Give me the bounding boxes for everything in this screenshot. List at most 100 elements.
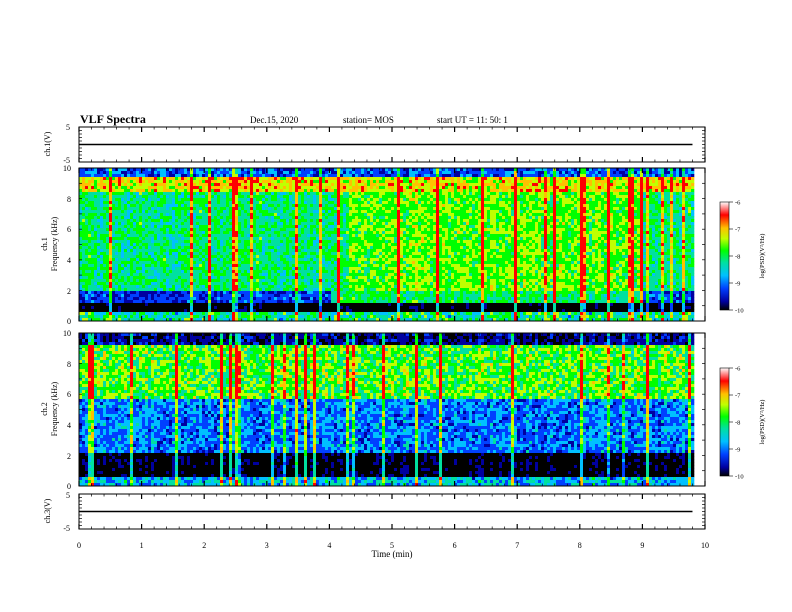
spectrogram-cell bbox=[277, 300, 281, 304]
spectrogram-cell bbox=[295, 285, 299, 289]
spectrogram-cell bbox=[283, 252, 287, 256]
spectrogram-cell bbox=[343, 174, 347, 178]
spectrogram-cell bbox=[232, 180, 236, 184]
spectrogram-cell bbox=[268, 210, 272, 214]
spectrogram-cell bbox=[112, 264, 116, 268]
spectrogram-cell bbox=[256, 177, 260, 181]
spectrogram-cell bbox=[316, 249, 320, 253]
spectrogram-cell bbox=[106, 219, 110, 223]
spectrogram-cell bbox=[163, 267, 167, 271]
spectrogram-cell bbox=[187, 216, 191, 220]
spectrogram-cell bbox=[193, 189, 197, 193]
spectrogram-cell bbox=[349, 258, 353, 262]
spectrogram-cell bbox=[130, 198, 134, 202]
spectrogram-cell bbox=[142, 198, 146, 202]
spectrogram-cell bbox=[181, 216, 185, 220]
spectrogram-cell bbox=[232, 255, 236, 259]
spectrogram-cell bbox=[100, 240, 104, 244]
spectrogram-cell bbox=[94, 315, 98, 319]
spectrogram-cell bbox=[160, 273, 164, 277]
spectrogram-cell bbox=[154, 186, 158, 190]
spectrogram-cell bbox=[211, 240, 215, 244]
spectrogram-cell bbox=[163, 315, 167, 319]
spectrogram-cell bbox=[187, 231, 191, 235]
spectrogram-cell bbox=[178, 312, 182, 316]
spectrogram-cell bbox=[223, 231, 227, 235]
spectrogram-cell bbox=[250, 225, 254, 229]
spectrogram-cell bbox=[109, 177, 113, 181]
spectrogram-cell bbox=[160, 195, 164, 199]
spectrogram-cell bbox=[355, 240, 359, 244]
spectrogram-cell bbox=[289, 294, 293, 298]
spectrogram-cell bbox=[328, 258, 332, 262]
spectrogram-cell bbox=[145, 273, 149, 277]
spectrogram-cell bbox=[232, 273, 236, 277]
spectrogram-cell bbox=[169, 222, 173, 226]
spectrogram-cell bbox=[256, 273, 260, 277]
spectrogram-cell bbox=[247, 231, 251, 235]
spectrogram-cell bbox=[340, 207, 344, 211]
spectrogram-cell bbox=[106, 210, 110, 214]
spectrogram-cell bbox=[103, 189, 107, 193]
spectrogram-cell bbox=[139, 198, 143, 202]
spectrogram-cell bbox=[100, 246, 104, 250]
spectrogram-cell bbox=[124, 291, 128, 295]
spectrogram-cell bbox=[319, 300, 323, 304]
spectrogram-cell bbox=[82, 189, 86, 193]
spectrogram-cell bbox=[79, 171, 83, 175]
spectrogram-cell bbox=[223, 213, 227, 217]
spectrogram-cell bbox=[190, 216, 194, 220]
spectrogram-cell bbox=[298, 288, 302, 292]
spectrogram-cell bbox=[82, 231, 86, 235]
spectrogram-cell bbox=[265, 279, 269, 283]
spectrogram-cell bbox=[316, 234, 320, 238]
spectrogram-cell bbox=[322, 213, 326, 217]
spectrogram-cell bbox=[175, 300, 179, 304]
spectrogram-cell bbox=[184, 300, 188, 304]
spectrogram-cell bbox=[208, 183, 212, 187]
spectrogram-cell bbox=[253, 312, 257, 316]
spectrogram-cell bbox=[208, 282, 212, 286]
spectrogram-cell bbox=[148, 201, 152, 205]
spectrogram-cell bbox=[127, 255, 131, 259]
spectrogram-cell bbox=[151, 210, 155, 214]
spectrogram-cell bbox=[283, 309, 287, 313]
spectrogram-cell bbox=[277, 252, 281, 256]
spectrogram-cell bbox=[94, 210, 98, 214]
spectrogram-cell bbox=[103, 273, 107, 277]
spectrogram-cell bbox=[91, 264, 95, 268]
spectrogram-cell bbox=[199, 228, 203, 232]
spectrogram-cell bbox=[247, 171, 251, 175]
spectrogram-cell bbox=[262, 228, 266, 232]
spectrogram-cell bbox=[202, 240, 206, 244]
spectrogram-cell bbox=[97, 204, 101, 208]
spectrogram-cell bbox=[181, 243, 185, 247]
spectrogram-cell bbox=[151, 195, 155, 199]
spectrogram-cell bbox=[88, 243, 92, 247]
spectrogram-cell bbox=[118, 312, 122, 316]
spectrogram-cell bbox=[283, 255, 287, 259]
spectrogram-cell bbox=[223, 300, 227, 304]
spectrogram-cell bbox=[259, 234, 263, 238]
spectrogram-cell bbox=[163, 183, 167, 187]
spectrogram-cell bbox=[208, 180, 212, 184]
spectrogram-cell bbox=[343, 213, 347, 217]
spectrogram-cell bbox=[334, 195, 338, 199]
spectrogram-cell bbox=[241, 258, 245, 262]
spectrogram-cell bbox=[307, 168, 311, 172]
spectrogram-cell bbox=[289, 234, 293, 238]
spectrogram-cell bbox=[151, 192, 155, 196]
spectrogram-cell bbox=[169, 261, 173, 265]
spectrogram-cell bbox=[304, 261, 308, 265]
spectrogram-cell bbox=[295, 240, 299, 244]
spectrogram-cell bbox=[277, 240, 281, 244]
spectrogram-cell bbox=[118, 183, 122, 187]
spectrogram-cell bbox=[268, 291, 272, 295]
spectrogram-cell bbox=[358, 267, 362, 271]
spectrogram-cell bbox=[172, 219, 176, 223]
spectrogram-cell bbox=[109, 294, 113, 298]
spectrogram-cell bbox=[145, 192, 149, 196]
spectrogram-cell bbox=[136, 261, 140, 265]
spectrogram-cell bbox=[328, 249, 332, 253]
spectrogram-cell bbox=[343, 234, 347, 238]
